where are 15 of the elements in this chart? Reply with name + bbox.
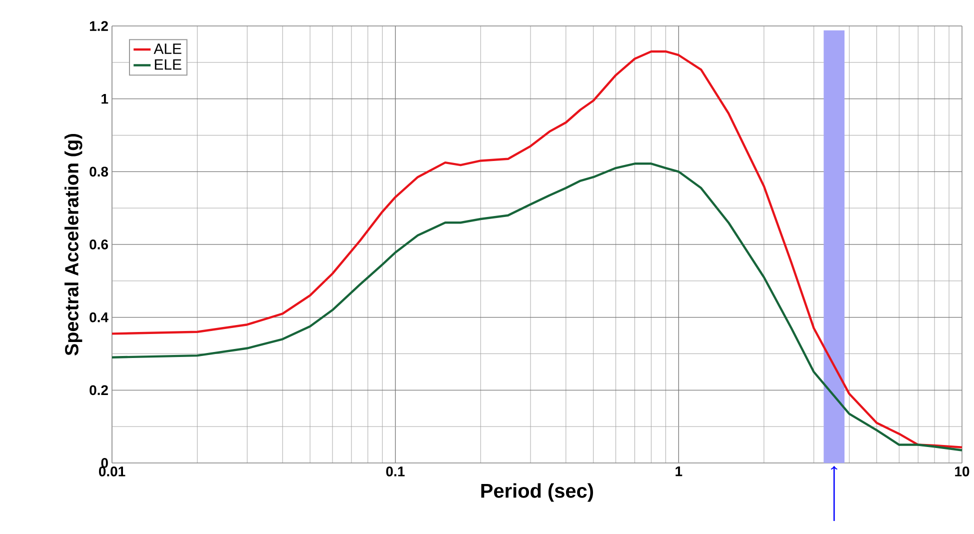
x-tick-label: 0.01: [98, 466, 126, 476]
y-axis-title: Spectral Acceleration (g): [64, 134, 82, 356]
y-tick-label: 0.8: [90, 166, 108, 177]
x-tick-label: 1: [676, 466, 682, 476]
y-tick-label: 1.2: [90, 21, 108, 31]
y-tick-label: 0.2: [90, 385, 108, 396]
legend-label: ELE: [154, 59, 182, 70]
y-tick-label: 1: [102, 94, 108, 104]
legend-label: ALE: [154, 44, 182, 54]
y-tick-label: 0.4: [90, 312, 108, 322]
x-tick-label: 10: [955, 466, 970, 476]
x-tick-label: 0.1: [386, 466, 405, 476]
x-axis-title: Period (sec): [481, 483, 594, 502]
y-tick-label: 0.6: [90, 240, 108, 250]
y-tick-label: 0: [101, 458, 108, 468]
